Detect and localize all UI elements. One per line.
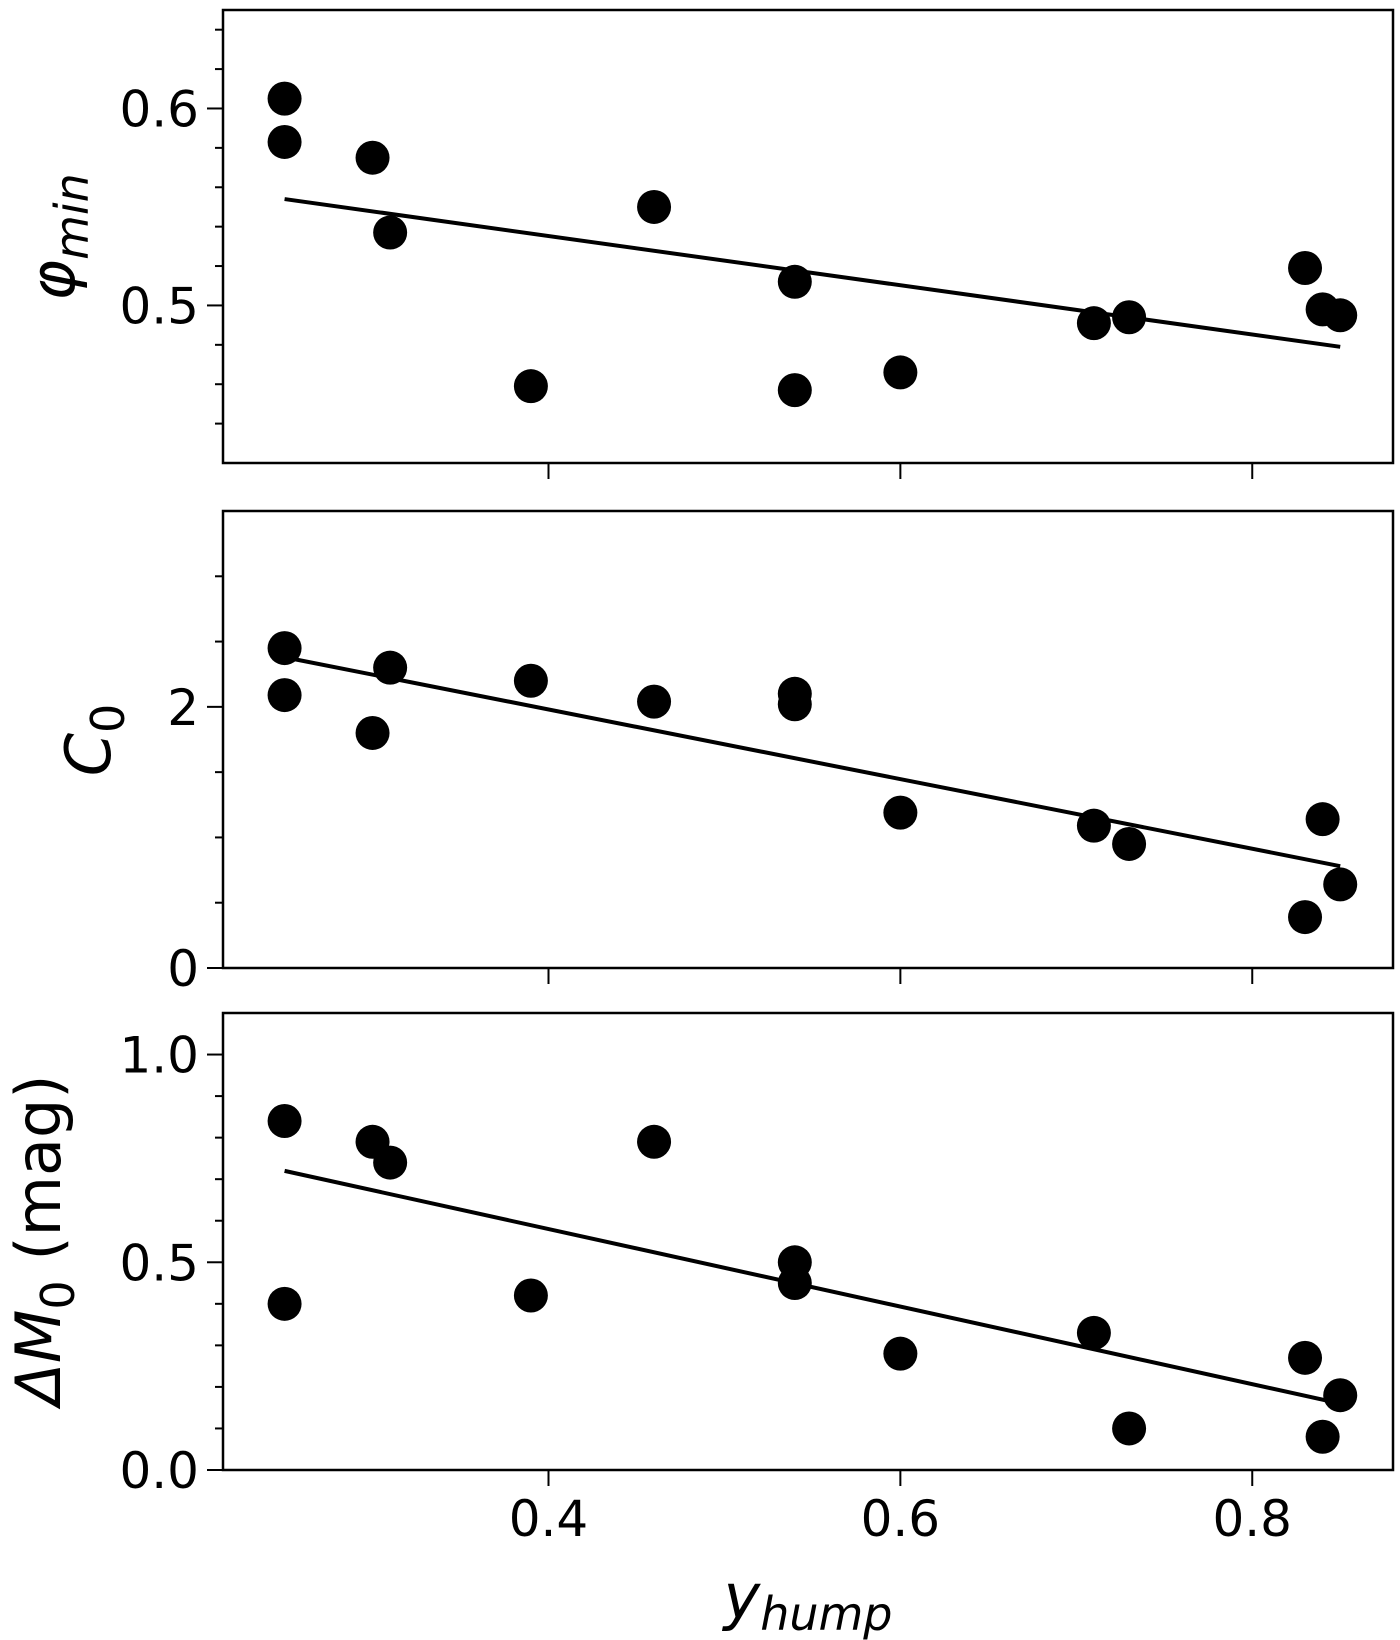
panel-3-points (267, 1104, 1358, 1454)
data-point (355, 140, 390, 175)
data-point (1076, 1315, 1111, 1350)
data-point (513, 1278, 548, 1313)
panel-1-frame (221, 8, 1395, 465)
data-point (1076, 808, 1111, 843)
y-tick-label: 0.5 (119, 277, 199, 335)
data-point (1076, 306, 1111, 341)
data-point (1288, 251, 1323, 286)
data-point (1288, 1340, 1323, 1375)
data-point (267, 124, 302, 159)
y-tick-label: 0.5 (119, 1234, 199, 1292)
y-tick-label: 2 (167, 679, 199, 737)
data-point (1323, 298, 1358, 333)
data-point (373, 215, 408, 250)
panel-3-frame (221, 1011, 1395, 1472)
data-point (1305, 1419, 1340, 1454)
data-point (1112, 826, 1147, 861)
y-tick-label: 0.6 (119, 80, 199, 138)
data-point (513, 369, 548, 404)
x-axis-label: yhump (721, 1560, 892, 1640)
data-point (267, 81, 302, 116)
data-point (883, 1336, 918, 1371)
panel-c0: 02 C0 (52, 509, 1395, 998)
panel-1-ticks: 0.5 0.6 (119, 28, 1254, 479)
fit-line (284, 197, 1341, 349)
panel-delta-m0: 0.0 0.5 1.0 0.4 0.6 0.8 ΔM0 (mag) yhump (2, 1011, 1395, 1640)
y-tick-label: 1.0 (119, 1027, 199, 1085)
data-point (373, 1145, 408, 1180)
data-point (777, 264, 812, 299)
data-point (637, 684, 672, 719)
panel-phi-min: 0.5 0.6 φmin (16, 8, 1395, 479)
fit-line (284, 655, 1341, 869)
panel-2-ticks: 02 (167, 575, 1254, 998)
panel-2-frame (221, 509, 1395, 970)
data-point (777, 676, 812, 711)
panel-1-fit (284, 197, 1341, 349)
data-point (267, 1286, 302, 1321)
panel-3-fit (284, 1168, 1341, 1406)
data-point (355, 715, 390, 750)
panel-3-ticks: 0.0 0.5 1.0 0.4 0.6 0.8 (119, 1027, 1292, 1548)
panel-3-ylabel: ΔM0 (mag) (2, 1074, 85, 1409)
data-point (373, 650, 408, 685)
fit-line (284, 1168, 1341, 1406)
data-point (513, 663, 548, 698)
data-point (1323, 1378, 1358, 1413)
x-tick-label: 0.6 (861, 1490, 941, 1548)
data-point (637, 189, 672, 224)
data-point (267, 1104, 302, 1139)
panel-2-points (267, 631, 1358, 935)
x-tick-label: 0.4 (509, 1490, 589, 1548)
data-point (883, 355, 918, 390)
data-point (1323, 867, 1358, 902)
data-point (1305, 802, 1340, 837)
panel-1-ylabel: φmin (16, 173, 99, 301)
y-tick-label: 0 (167, 940, 199, 998)
panel-2-ylabel: C0 (52, 704, 135, 777)
data-point (777, 1266, 812, 1301)
data-point (267, 631, 302, 666)
data-point (777, 373, 812, 408)
data-point (883, 795, 918, 830)
panel-1-points (267, 81, 1358, 408)
data-point (1112, 1411, 1147, 1446)
data-point (1112, 300, 1147, 335)
x-tick-label: 0.8 (1212, 1490, 1292, 1548)
y-tick-label: 0.0 (119, 1442, 199, 1500)
data-point (267, 678, 302, 713)
panel-2-fit (284, 655, 1341, 869)
data-point (637, 1124, 672, 1159)
data-point (1288, 900, 1323, 935)
